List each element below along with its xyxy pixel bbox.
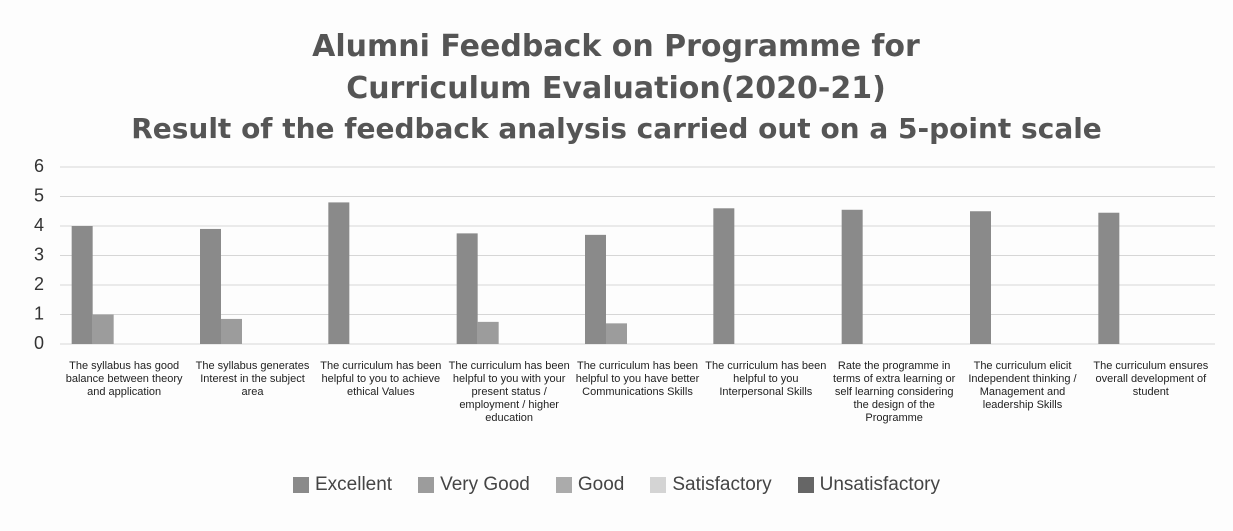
bar	[841, 209, 863, 344]
legend-label: Satisfactory	[672, 474, 772, 495]
legend-label: Excellent	[314, 474, 393, 495]
legend: Excellent Very Good Good Satisfactory Unsati…	[0, 474, 1233, 496]
x-tick-label: The syllabus generates Interest in the s…	[195, 360, 310, 398]
x-tick-label: The curriculum ensures overall developme…	[1093, 360, 1209, 398]
x-tick-label: Rate the programme in terms of extra lea…	[833, 360, 956, 424]
x-tick-label: The curriculum has been helpful to you t…	[320, 360, 442, 398]
y-tick-label: 1	[34, 303, 44, 323]
legend-label: Good	[577, 474, 625, 495]
bar	[456, 233, 478, 344]
legend-item: Very Good	[418, 474, 530, 496]
legend-label: Unsatisfactory	[819, 474, 940, 495]
y-tick-label: 4	[34, 215, 44, 235]
legend-item: Good	[555, 474, 625, 496]
legend-item: Satisfactory	[650, 474, 772, 496]
bar	[477, 321, 499, 344]
chart-title: Alumni Feedback on Programme for Curricu…	[312, 29, 920, 106]
y-tick-label: 0	[34, 333, 44, 353]
legend-swatch	[555, 477, 572, 493]
y-tick-label: 2	[34, 274, 44, 294]
legend-swatch	[650, 477, 667, 493]
y-tick-label: 3	[34, 244, 44, 264]
legend-swatch	[418, 477, 435, 493]
bar	[71, 226, 93, 344]
x-tick-label: The syllabus has good balance between th…	[65, 360, 183, 398]
x-tick-label: The curriculum has been helpful to you w…	[448, 360, 570, 424]
y-tick-label: 6	[34, 156, 44, 176]
legend-swatch	[292, 477, 309, 493]
bar	[1098, 212, 1120, 344]
legend-label: Very Good	[440, 474, 530, 495]
y-tick-label: 5	[34, 185, 44, 205]
bar	[221, 318, 242, 344]
bar	[92, 314, 114, 344]
legend-swatch	[797, 477, 814, 493]
bar	[970, 211, 991, 344]
legend-item: Excellent	[292, 474, 393, 496]
bar	[585, 234, 606, 344]
bar	[200, 228, 221, 344]
chart-subtitle: Result of the feedback analysis carried …	[131, 112, 1102, 145]
x-tick-label: The curriculum has been helpful to you I…	[705, 360, 827, 398]
bar	[328, 202, 350, 344]
x-tick-label: The curriculum elicit Independent thinki…	[968, 360, 1077, 411]
x-tick-label: The curriculum has been helpful to you h…	[575, 360, 700, 398]
legend-item: Unsatisfactory	[797, 474, 940, 496]
bar	[713, 208, 735, 344]
bar	[606, 323, 627, 344]
